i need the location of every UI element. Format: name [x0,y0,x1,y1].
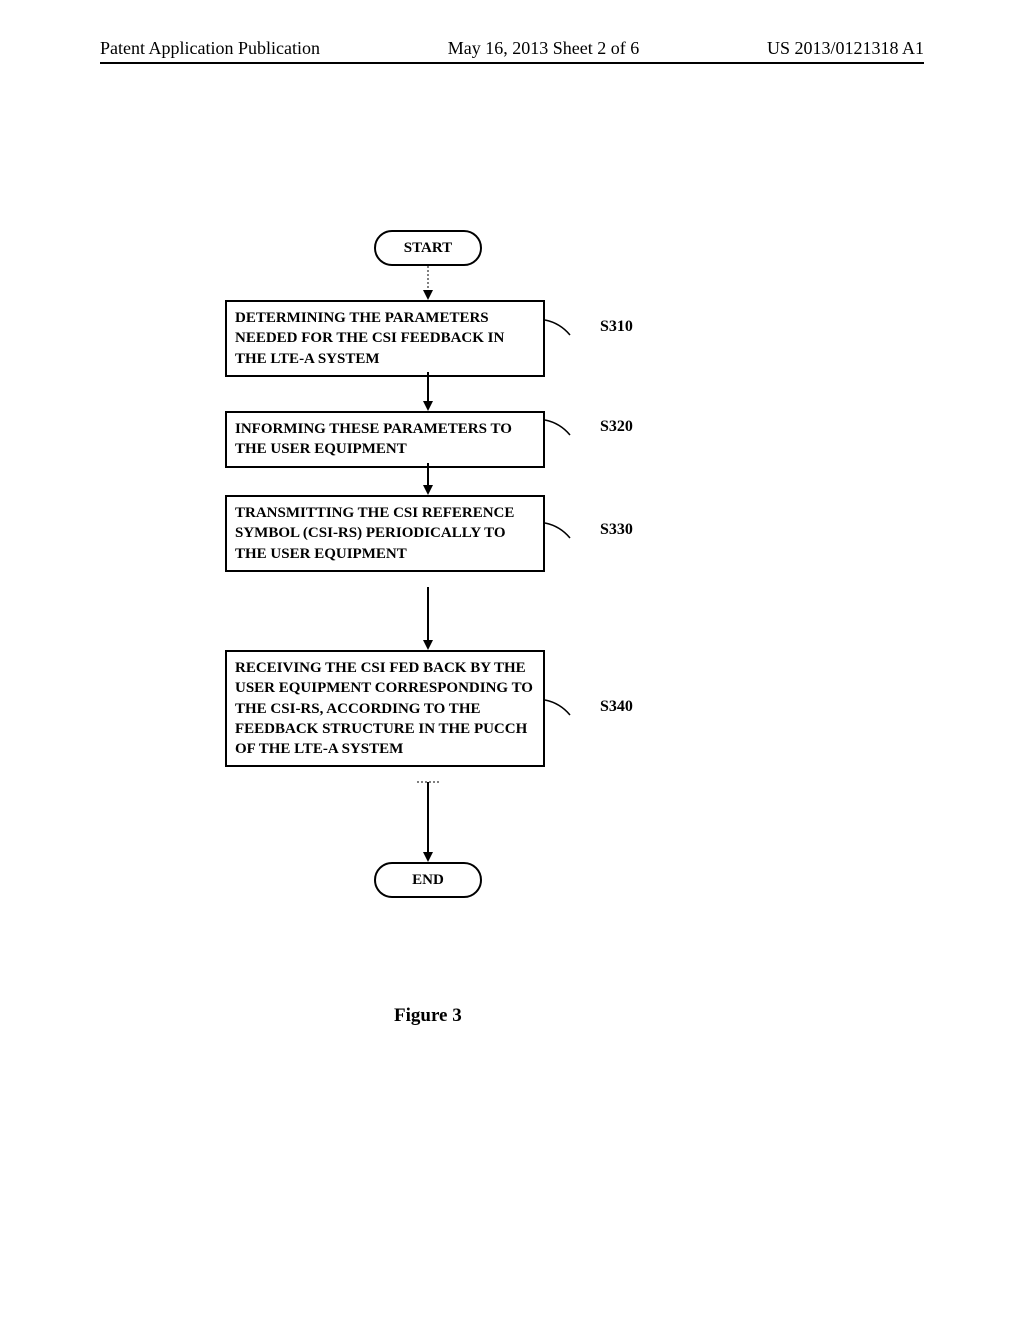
callout-s330 [545,523,595,553]
page-header: Patent Application Publication May 16, 2… [0,38,1024,59]
arrow-s310-to-s320 [423,372,433,411]
process-s320: INFORMING THESE PARAMETERS TO THE USER E… [225,411,545,468]
callout-s320 [545,420,595,450]
end-label: END [412,872,444,889]
header-right: US 2013/0121318 A1 [767,38,924,59]
figure-label: Figure 3 [394,1005,462,1027]
process-s330: TRANSMITTING THE CSI REFERENCE SYMBOL (C… [225,495,545,572]
arrow-start-to-s310 [423,266,433,300]
start-label: START [404,240,452,257]
process-s310-text: DETERMINING THE PARAMETERS NEEDED FOR TH… [235,310,504,367]
process-s330-text: TRANSMITTING THE CSI REFERENCE SYMBOL (C… [235,505,514,562]
process-s340-text: RECEIVING THE CSI FED BACK BY THE USER E… [235,660,533,757]
process-s320-text: INFORMING THESE PARAMETERS TO THE USER E… [235,421,512,457]
callout-s310 [545,320,595,350]
header-center: May 16, 2013 Sheet 2 of 6 [448,38,639,59]
start-terminal: START [374,230,482,266]
step-label-s320: S320 [600,418,633,436]
arrow-s330-to-s340 [423,587,433,650]
step-label-s340: S340 [600,698,633,716]
callout-s340 [545,700,595,730]
end-terminal: END [374,862,482,898]
header-underline [100,62,924,64]
header-left: Patent Application Publication [100,38,320,59]
step-label-s330: S330 [600,521,633,539]
process-s310: DETERMINING THE PARAMETERS NEEDED FOR TH… [225,300,545,377]
step-label-s310: S310 [600,318,633,336]
arrow-s340-to-end [423,782,433,862]
process-s340: RECEIVING THE CSI FED BACK BY THE USER E… [225,650,545,767]
arrow-s320-to-s330 [423,463,433,495]
